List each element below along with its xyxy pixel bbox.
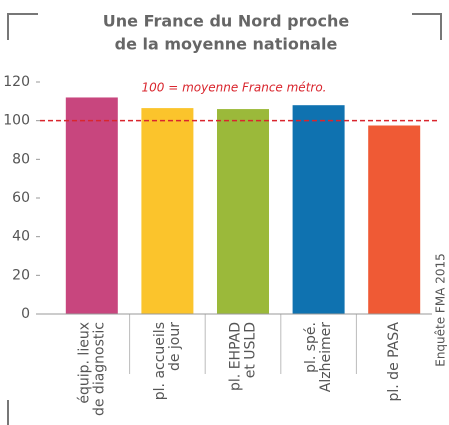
corner-decoration	[412, 13, 442, 40]
x-tick-label: Alzheimer	[318, 322, 334, 392]
x-tick-label: de diagnostic	[91, 322, 107, 416]
x-tick-label: pl. de PASA	[386, 322, 402, 402]
bar	[368, 125, 421, 314]
bar	[217, 109, 269, 314]
x-tick-label: pl. spé.	[303, 322, 319, 373]
bar	[65, 97, 118, 314]
y-tick-label: 80	[12, 151, 30, 167]
x-tick-label: de jour	[167, 322, 183, 371]
y-tick-label: 40	[12, 229, 30, 245]
reference-label: 100 = moyenne France métro.	[142, 81, 327, 95]
chart-title: Une France du Nord proche	[103, 12, 350, 31]
corner-decoration	[7, 13, 38, 40]
y-tick-label: 0	[21, 306, 30, 322]
y-tick-label: 120	[3, 74, 30, 90]
bar	[141, 108, 194, 314]
y-tick-label: 20	[12, 267, 30, 283]
x-tick-label: pl. EHPAD	[228, 322, 244, 391]
x-tick-label: et USLD	[243, 322, 259, 378]
chart-title: de la moyenne nationale	[115, 35, 338, 54]
y-tick-label: 60	[12, 190, 30, 206]
x-tick-label: pl. accueils	[152, 322, 168, 400]
x-tick-label: équip. lieux	[76, 322, 92, 404]
source: Enquête FMA 2015	[434, 253, 448, 367]
y-tick-label: 100	[3, 113, 30, 129]
bar	[292, 105, 345, 314]
